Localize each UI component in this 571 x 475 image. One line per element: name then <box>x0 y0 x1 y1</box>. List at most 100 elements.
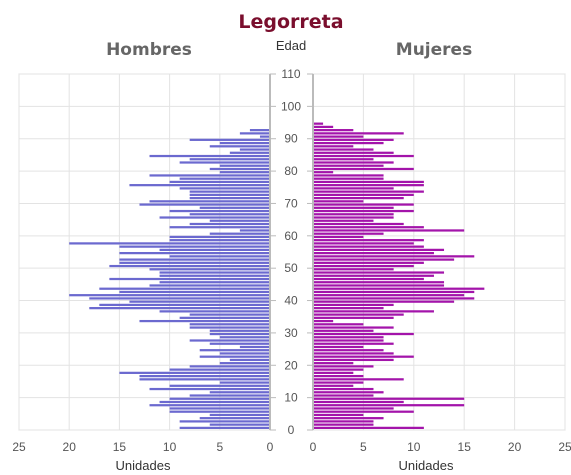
bar-mujeres <box>313 229 465 232</box>
bar-mujeres <box>313 407 394 410</box>
bar-mujeres <box>313 313 404 316</box>
bar-mujeres <box>313 213 394 216</box>
bar-hombres <box>249 129 270 132</box>
bar-hombres <box>209 219 270 222</box>
bar-mujeres <box>313 145 354 148</box>
bar-hombres <box>139 203 270 206</box>
bar-mujeres <box>313 235 364 239</box>
bar-hombres <box>159 310 270 313</box>
bar-mujeres <box>313 190 424 193</box>
bar-hombres <box>199 417 270 420</box>
bar-mujeres <box>313 167 414 171</box>
bar-mujeres <box>313 203 414 206</box>
bar-mujeres <box>313 358 394 362</box>
bar-hombres <box>139 319 270 323</box>
x-tick-label-left: 15 <box>113 440 127 454</box>
x-tick-label-right: 5 <box>360 440 367 454</box>
bar-hombres <box>149 174 270 177</box>
y-tick-label: 80 <box>284 164 298 178</box>
bar-mujeres <box>313 410 414 413</box>
bar-mujeres <box>313 319 334 323</box>
x-tick-label-left: 20 <box>63 440 77 454</box>
bar-mujeres <box>313 404 465 407</box>
bar-mujeres <box>313 420 374 423</box>
bar-hombres <box>169 397 270 400</box>
bar-hombres <box>129 184 270 187</box>
bar-mujeres <box>313 226 424 229</box>
bar-hombres <box>159 400 270 404</box>
bar-mujeres <box>313 345 364 349</box>
bar-hombres <box>119 261 271 264</box>
y-tick-label: 10 <box>284 391 298 405</box>
bar-hombres <box>189 190 270 193</box>
bar-hombres <box>189 158 270 161</box>
bar-mujeres <box>313 342 394 345</box>
x-tick-label-right: 15 <box>458 440 472 454</box>
bar-mujeres <box>313 132 404 135</box>
bar-hombres <box>149 154 270 158</box>
bar-hombres <box>119 371 271 374</box>
bar-hombres <box>99 303 270 307</box>
x-axis-label-right: Unidades <box>399 458 454 473</box>
bar-hombres <box>159 274 270 277</box>
bar-mujeres <box>313 329 374 332</box>
panel-title-hombres: Hombres <box>106 40 192 60</box>
bar-hombres <box>109 264 270 268</box>
bar-mujeres <box>313 300 455 303</box>
bar-hombres <box>209 232 270 235</box>
bar-hombres <box>239 132 270 135</box>
bar-hombres <box>69 294 270 297</box>
bar-hombres <box>209 145 270 148</box>
bar-mujeres <box>313 242 414 245</box>
bar-hombres <box>189 213 270 216</box>
bar-mujeres <box>313 397 465 400</box>
bar-hombres <box>149 200 270 203</box>
bar-hombres <box>219 352 270 355</box>
bar-mujeres <box>313 332 414 336</box>
bar-mujeres <box>313 209 414 213</box>
bar-mujeres <box>313 239 424 242</box>
bar-mujeres <box>313 174 384 177</box>
bar-mujeres <box>313 171 334 174</box>
bar-hombres <box>209 391 270 394</box>
bar-mujeres <box>313 352 394 355</box>
bar-hombres <box>179 177 270 180</box>
bar-hombres <box>189 222 270 226</box>
bar-mujeres <box>313 387 374 391</box>
bar-hombres <box>119 252 271 255</box>
bar-mujeres <box>313 154 414 158</box>
bar-mujeres <box>313 248 445 251</box>
bar-mujeres <box>313 177 384 180</box>
bar-mujeres <box>313 252 434 255</box>
bar-hombres <box>229 151 270 154</box>
y-tick-label: 30 <box>284 326 298 340</box>
bar-hombres <box>219 362 270 365</box>
bar-hombres <box>219 381 270 384</box>
bar-hombres <box>149 387 270 391</box>
x-tick-label-right: 25 <box>558 440 571 454</box>
y-tick-label: 110 <box>281 67 300 81</box>
bar-hombres <box>239 229 270 232</box>
bar-hombres <box>169 226 270 229</box>
bar-hombres <box>189 193 270 196</box>
bar-mujeres <box>313 365 374 368</box>
x-tick-label-left: 0 <box>267 440 274 454</box>
bar-hombres <box>129 300 270 303</box>
bar-hombres <box>209 332 270 336</box>
bar-hombres <box>169 407 270 410</box>
bar-hombres <box>179 316 270 319</box>
bar-hombres <box>159 271 270 274</box>
bar-hombres <box>219 171 270 174</box>
x-tick-label-left: 5 <box>216 440 223 454</box>
bar-mujeres <box>313 310 434 313</box>
bar-mujeres <box>313 290 475 294</box>
bar-hombres <box>239 345 270 349</box>
bar-mujeres <box>313 287 485 290</box>
bar-mujeres <box>313 261 424 264</box>
mujeres-bars <box>313 122 485 429</box>
bar-hombres <box>169 235 270 239</box>
bar-hombres <box>89 307 270 310</box>
bar-hombres <box>149 268 270 271</box>
bar-mujeres <box>313 151 394 154</box>
